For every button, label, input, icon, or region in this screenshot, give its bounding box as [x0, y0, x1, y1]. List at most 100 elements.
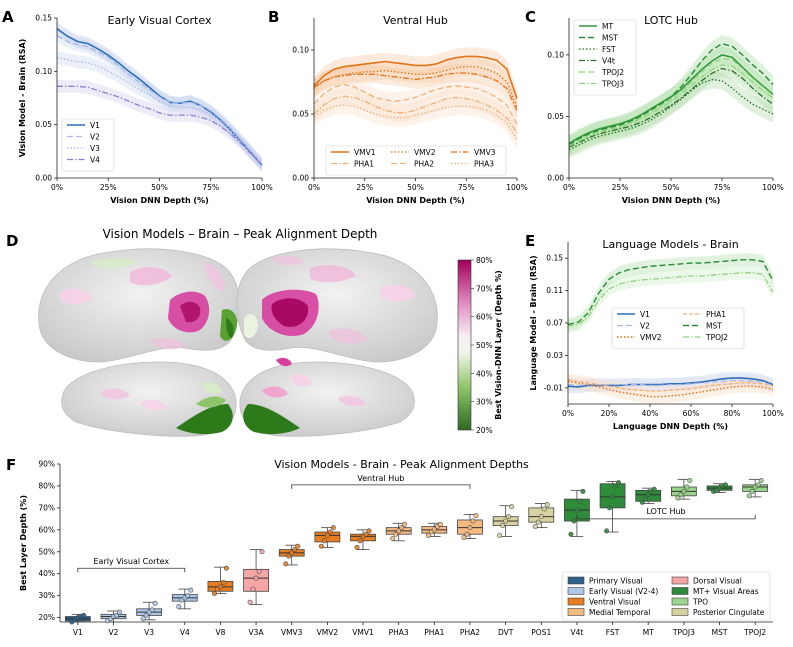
- y-tick-label: 0.05: [292, 110, 309, 119]
- legend-label: Early Visual (V2-4): [589, 587, 658, 596]
- series-line-pha1: [567, 379, 774, 392]
- y-tick-label: 0.05: [35, 120, 52, 129]
- y-tick-label: 0.07: [546, 319, 563, 328]
- x-tick-label: 50%: [663, 183, 680, 192]
- data-point: [116, 609, 122, 615]
- data-point: [580, 488, 586, 494]
- x-tick-label-v2: V2: [109, 628, 119, 637]
- y-tick-label: 0.05: [547, 112, 564, 121]
- x-tick-label-fst: FST: [606, 628, 620, 637]
- brain-right-ventral: [239, 357, 415, 437]
- data-point: [651, 486, 657, 492]
- data-point: [425, 532, 431, 538]
- colorbar-tick-60: 60%: [476, 313, 493, 322]
- data-point: [604, 528, 610, 534]
- legend-label-tpoj2: TPOJ2: [601, 68, 624, 77]
- y-tick-label: 0.03: [546, 351, 563, 360]
- panel-e-language-models: Language Models - Brain 0% 20% 40% 60% 80% 100…: [529, 238, 784, 431]
- brain-right-lateral: [236, 248, 438, 363]
- data-point: [321, 538, 327, 544]
- legend-label-fst: FST: [602, 45, 616, 54]
- y-tick-label: 0.15: [35, 14, 52, 23]
- legend-label-v1: V1: [640, 310, 650, 319]
- x-tick-label-mst: MST: [712, 628, 728, 637]
- y-axis-label: Vision Model - Brain (RSA): [18, 39, 27, 158]
- data-point: [461, 535, 467, 541]
- legend-box: [61, 118, 115, 172]
- y-tick-label: -0.01: [544, 383, 564, 392]
- data-point: [402, 521, 408, 527]
- data-point: [289, 550, 295, 556]
- data-point: [185, 593, 191, 599]
- legend-label-pha2: PHA2: [414, 160, 434, 169]
- x-tick-label: 100%: [762, 409, 783, 418]
- x-tick-label: 0%: [51, 183, 63, 192]
- data-point: [357, 538, 363, 544]
- x-tick-label-vmv3: VMV3: [281, 628, 303, 637]
- data-point: [393, 531, 399, 537]
- data-point: [330, 525, 336, 531]
- panel-title: Vision Models - Brain - Peak Alignment D…: [274, 458, 529, 471]
- x-tick-label-tpoj2: TPOJ2: [743, 628, 766, 637]
- data-point: [678, 492, 684, 498]
- data-point: [571, 518, 577, 524]
- early-visual-cortex-bracket: [77, 567, 186, 573]
- legend-swatch: [567, 576, 585, 585]
- legend-swatch: [567, 597, 585, 606]
- legend-label-mst: MST: [602, 34, 618, 43]
- legend-label-tpoj2: TPOJ2: [705, 333, 728, 342]
- data-point: [503, 518, 509, 524]
- data-point: [470, 518, 476, 524]
- confidence-band-v3: [57, 51, 262, 171]
- legend-label-v1: V1: [90, 121, 100, 130]
- x-tick-label: 0%: [308, 183, 320, 192]
- series-line-pha3: [313, 104, 518, 140]
- legend-label-pha1: PHA1: [706, 310, 726, 319]
- x-tick-label: 75%: [458, 183, 475, 192]
- data-point: [473, 513, 479, 519]
- colorbar-tick-40: 40%: [476, 369, 493, 378]
- data-point: [354, 544, 360, 550]
- legend-label-v3: V3: [90, 144, 100, 153]
- series-line-tpoj2: [567, 272, 774, 327]
- confidence-band-v2: [57, 29, 262, 171]
- panel-label-e: E: [525, 232, 535, 250]
- data-point: [324, 532, 330, 538]
- data-point: [723, 482, 729, 488]
- legend-label: Primary Visual: [589, 577, 643, 586]
- data-point: [399, 525, 405, 531]
- data-point: [283, 561, 289, 567]
- data-point: [223, 565, 229, 571]
- ventral-hub-label: Ventral Hub: [357, 474, 404, 483]
- legend-label-vmv2: VMV2: [640, 333, 662, 342]
- panel-a-early-visual-cortex: Early Visual Cortex 0% 25% 50% 75% 100% 0.00 0.…: [18, 14, 273, 206]
- legend-box: [561, 571, 771, 621]
- panel-label-f: F: [6, 456, 16, 474]
- data-point: [149, 607, 155, 613]
- x-axis-label: Vision DNN Depth (%): [622, 196, 721, 205]
- data-point: [746, 493, 752, 499]
- brain-left-ventral: [61, 361, 237, 437]
- data-point: [613, 483, 619, 489]
- x-tick-label-pha3: PHA3: [389, 628, 409, 637]
- series-line-v3: [56, 56, 263, 165]
- ventral-hub-bracket: [291, 484, 471, 489]
- legend-label: TPO: [692, 598, 708, 607]
- panel-title: Language Models - Brain: [602, 238, 738, 251]
- confidence-band-v4t: [569, 59, 773, 156]
- series-line-mst: [568, 43, 774, 146]
- data-point: [295, 543, 301, 549]
- confidence-band-vmv2: [568, 374, 773, 404]
- data-point: [250, 586, 256, 592]
- data-point: [687, 477, 693, 483]
- legend-label-v2: V2: [640, 322, 650, 331]
- series-line-fst: [568, 78, 774, 151]
- series-line-v1: [56, 28, 263, 166]
- data-point: [390, 536, 396, 542]
- legend-label: MT+ Visual Areas: [693, 587, 759, 596]
- series-line-vmv1: [313, 55, 518, 99]
- data-point: [616, 480, 622, 486]
- y-tick-label: 0.00: [547, 174, 564, 183]
- legend-swatch: [671, 576, 689, 585]
- confidence-band-tpoj3: [569, 56, 773, 155]
